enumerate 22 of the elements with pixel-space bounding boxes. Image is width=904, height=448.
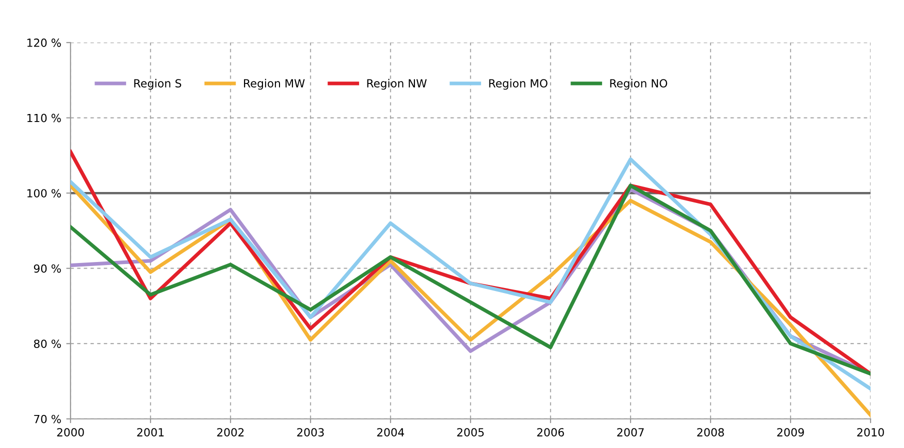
y-tick-label: 90 % [34, 264, 61, 273]
x-tick-label: 2006 [537, 428, 564, 437]
legend-label: Region MW [244, 78, 305, 90]
x-tick-label: 2002 [217, 428, 244, 437]
y-tick-label: 120 % [27, 38, 61, 47]
x-tick-label: 2000 [57, 428, 84, 437]
y-tick-label: 70 % [34, 414, 61, 424]
x-tick-label: 2005 [457, 428, 484, 437]
x-tick-label: 2001 [137, 428, 164, 437]
legend-label: Region NW [367, 78, 427, 90]
x-tick-label: 2004 [377, 428, 404, 437]
x-tick-label: 2009 [777, 428, 804, 437]
legend-label: Region NO [610, 78, 668, 90]
x-tick-label: 2008 [697, 428, 724, 437]
legend-label: Region S [134, 78, 182, 90]
y-tick-label: 80 % [34, 340, 61, 348]
y-tick-label: 110 % [27, 114, 61, 122]
x-tick-label: 2003 [297, 428, 324, 437]
x-tick-label: 2010 [857, 428, 884, 437]
x-tick-label: 2007 [617, 428, 644, 437]
y-tick-label: 100 % [27, 189, 61, 198]
legend-label: Region MO [489, 78, 548, 90]
